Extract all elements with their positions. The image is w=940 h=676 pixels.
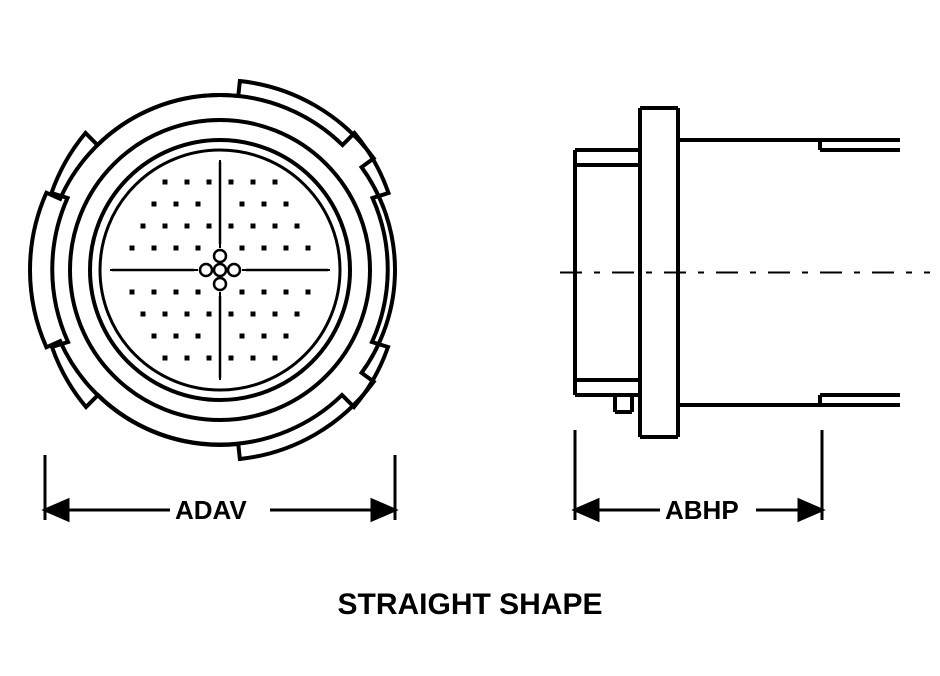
pin-marker: [273, 180, 278, 185]
pin-marker: [152, 334, 157, 339]
pin-marker: [185, 312, 190, 317]
pin-marker: [141, 312, 146, 317]
pin-marker: [196, 290, 201, 295]
pin-marker: [284, 246, 289, 251]
pin-marker: [229, 180, 234, 185]
pin-marker: [229, 224, 234, 229]
pin-marker: [262, 246, 267, 251]
pin-marker: [251, 312, 256, 317]
pin-marker: [185, 224, 190, 229]
pin-marker: [262, 290, 267, 295]
side-view: [560, 108, 930, 520]
pin-marker: [273, 224, 278, 229]
crosshair-lines: [112, 162, 328, 378]
pin-marker: [130, 246, 135, 251]
pin-marker: [306, 246, 311, 251]
pin-marker: [163, 180, 168, 185]
pin-marker: [229, 356, 234, 361]
pin-marker: [273, 356, 278, 361]
front-dim-label: ADAV: [175, 495, 247, 526]
pin-marker: [273, 312, 278, 317]
pin-marker: [240, 202, 245, 207]
pin-marker: [196, 202, 201, 207]
diagram-canvas: ADAV ABHP STRAIGHT SHAPE: [0, 0, 940, 676]
pin-marker: [295, 312, 300, 317]
pin-marker: [240, 290, 245, 295]
pin-marker: [207, 356, 212, 361]
pin-marker: [152, 246, 157, 251]
pin-marker: [196, 334, 201, 339]
pin-marker: [240, 334, 245, 339]
pin-marker: [174, 334, 179, 339]
pin-marker: [207, 224, 212, 229]
pin-marker: [141, 224, 146, 229]
pin-marker: [251, 180, 256, 185]
pin-marker: [251, 224, 256, 229]
pin-marker: [295, 224, 300, 229]
pin-marker: [207, 180, 212, 185]
pin-marker: [130, 290, 135, 295]
pin-marker: [152, 290, 157, 295]
pin-marker: [284, 290, 289, 295]
pin-marker: [240, 246, 245, 251]
pin-marker: [163, 356, 168, 361]
pin-marker: [174, 202, 179, 207]
pin-marker: [284, 202, 289, 207]
title: STRAIGHT SHAPE: [0, 588, 940, 622]
pin-marker: [174, 246, 179, 251]
pin-marker: [229, 312, 234, 317]
pin-marker: [163, 224, 168, 229]
technical-drawing: [0, 0, 940, 676]
pin-marker: [185, 356, 190, 361]
side-dim-label: ABHP: [665, 495, 739, 526]
pin-marker: [196, 246, 201, 251]
pin-marker: [174, 290, 179, 295]
pin-marker: [185, 180, 190, 185]
pin-marker: [163, 312, 168, 317]
outer-shell: [52, 95, 389, 445]
center-holes: [200, 250, 240, 290]
pin-marker: [262, 202, 267, 207]
pin-marker: [262, 334, 267, 339]
pin-marker: [207, 312, 212, 317]
pin-marker: [306, 290, 311, 295]
front-view: [45, 95, 395, 520]
pin-marker: [152, 202, 157, 207]
pin-marker: [251, 356, 256, 361]
pin-marker: [284, 334, 289, 339]
